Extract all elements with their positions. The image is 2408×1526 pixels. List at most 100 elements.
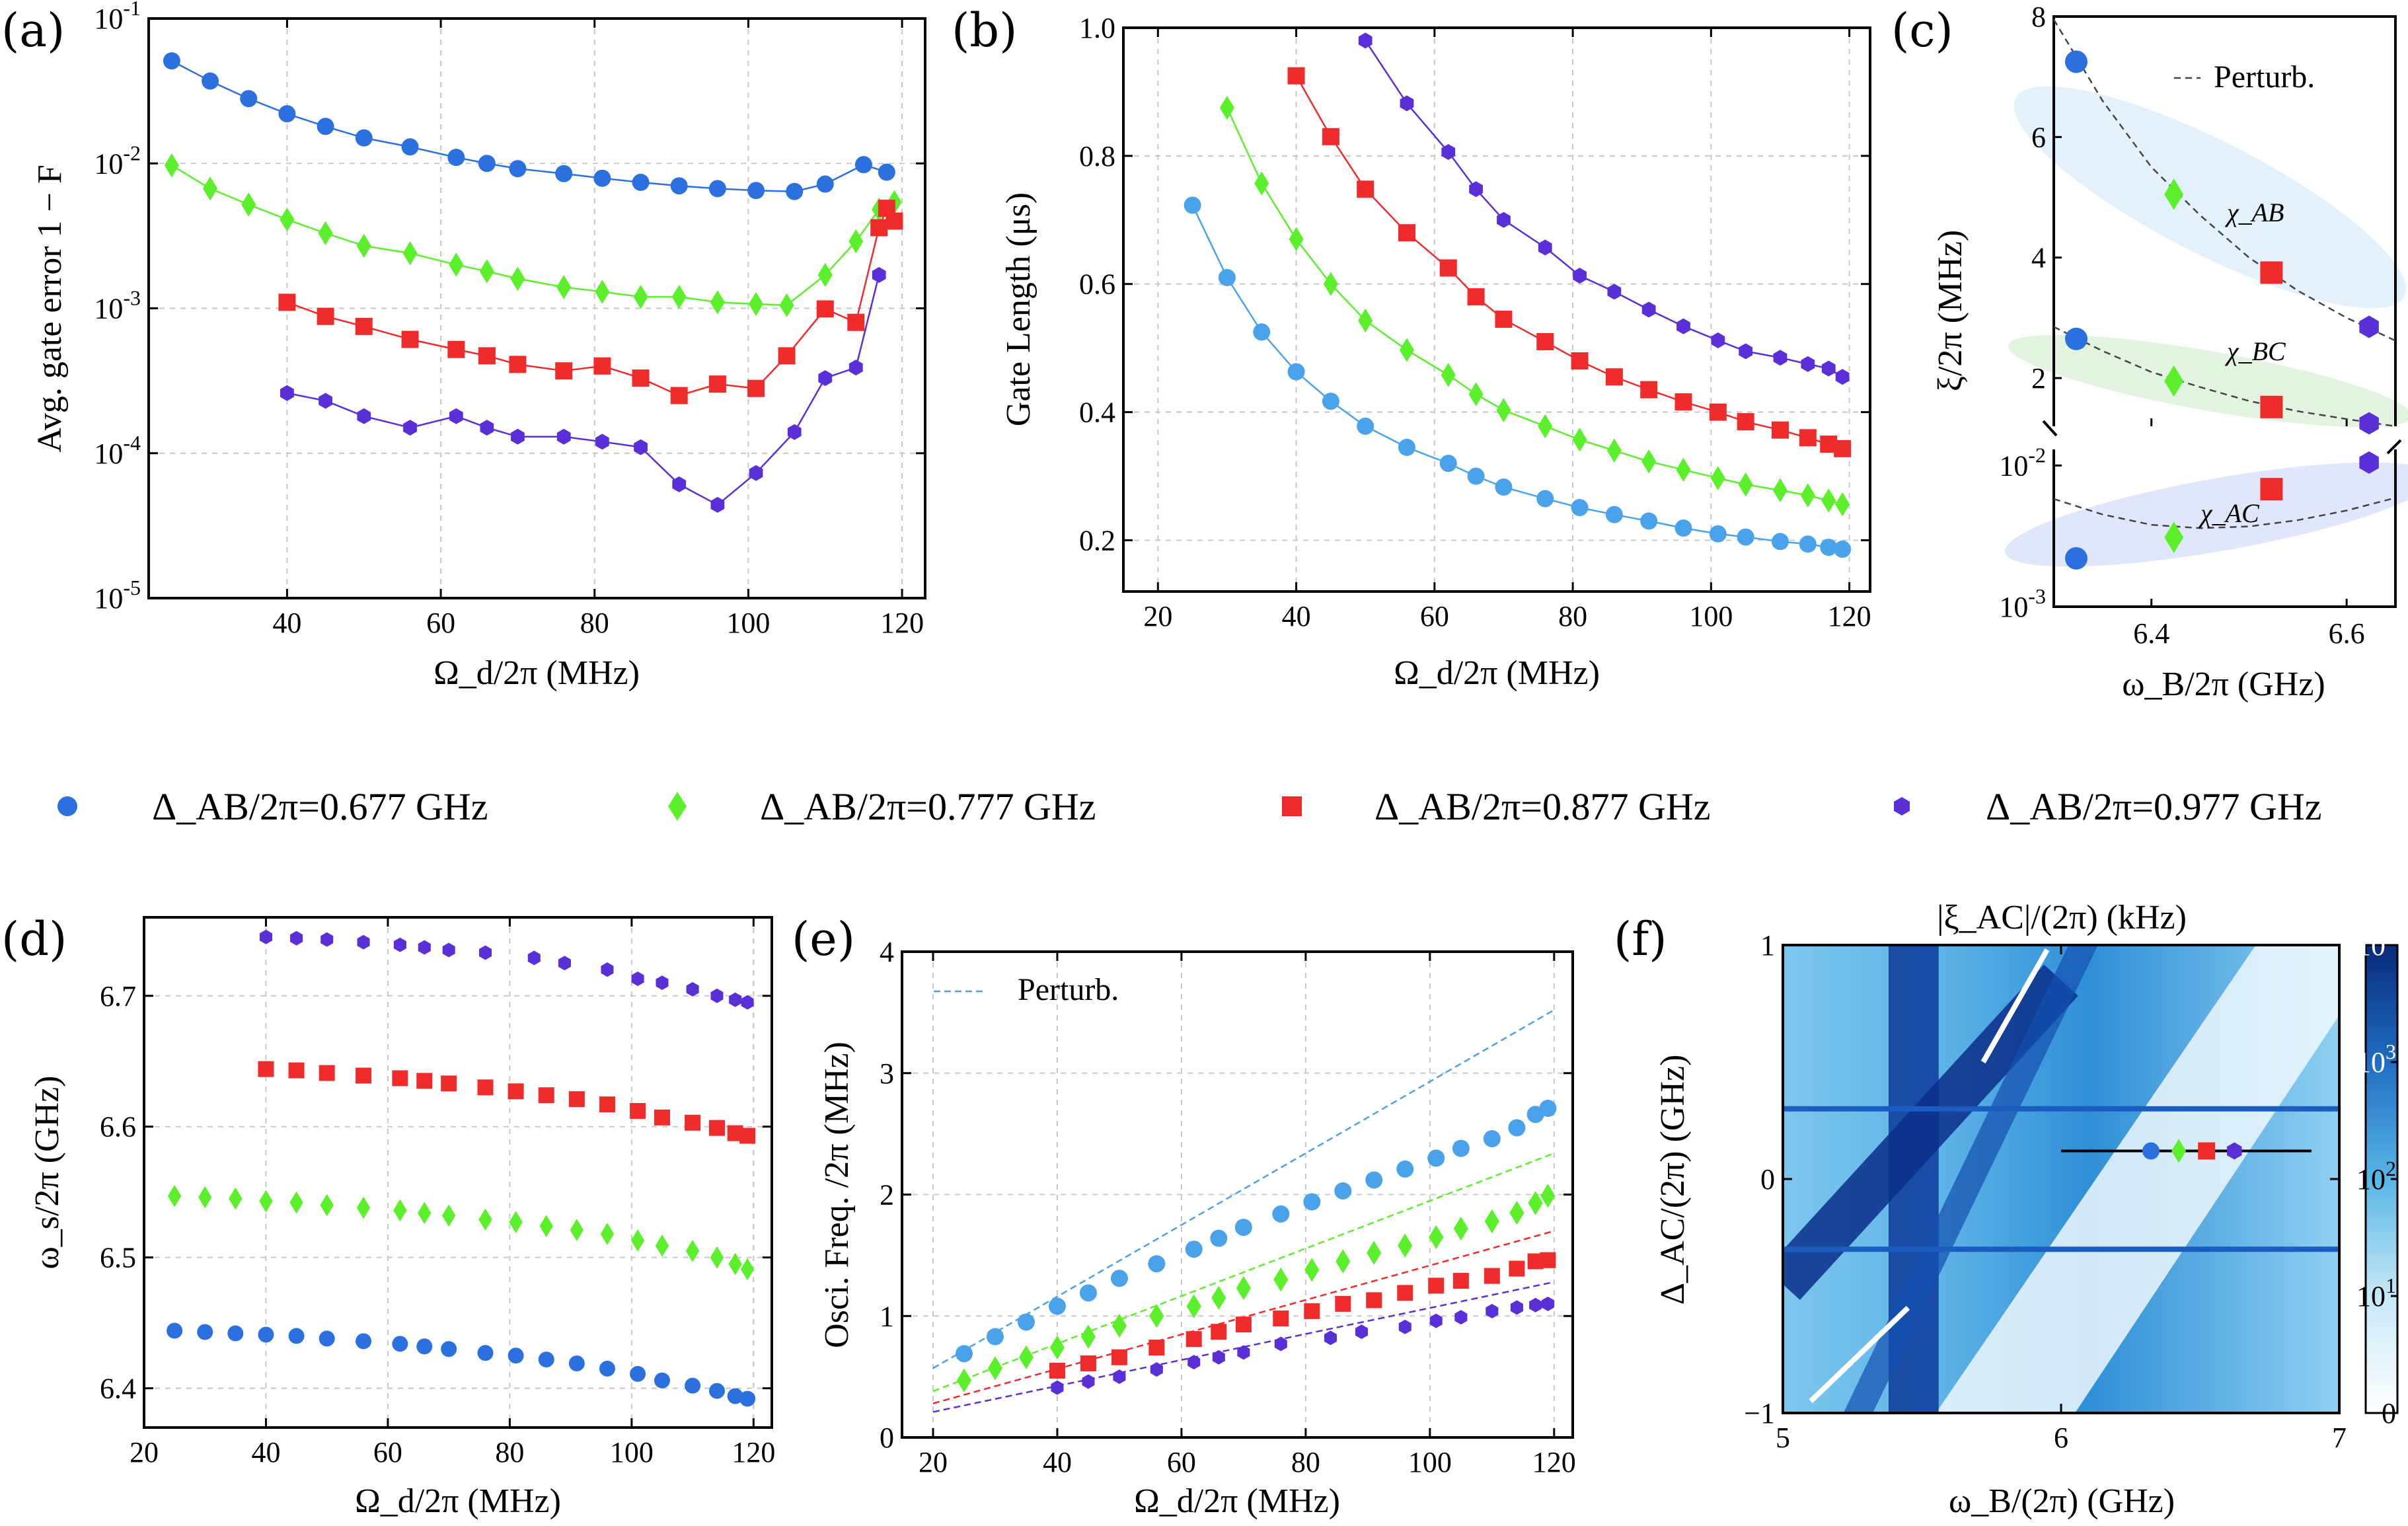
y-tick-label: 2	[2031, 362, 2046, 395]
series-0-977-GHz	[259, 929, 754, 1010]
data-point	[480, 420, 494, 436]
data-point	[1397, 1285, 1413, 1301]
data-point	[441, 1341, 457, 1357]
legend: Δ_AB/2π=0.677 GHz Δ_AB/2π=0.777 GHz Δ_AB…	[57, 785, 2322, 828]
data-point	[1323, 272, 1338, 296]
y-axis-label: Avg. gate error 1 − F	[31, 165, 69, 453]
y-tick-label: 10-5	[94, 576, 141, 615]
data-point	[2198, 1142, 2216, 1160]
series-0-877-GHz	[1287, 67, 1852, 457]
data-point	[1429, 1225, 1444, 1250]
data-point	[1396, 1160, 1414, 1178]
data-point	[848, 360, 863, 376]
x-tick-label: 80	[495, 1436, 524, 1469]
y-tick-label: 6.4	[100, 1373, 136, 1405]
data-point	[1273, 1267, 1289, 1292]
data-point	[630, 1102, 646, 1119]
data-point	[355, 129, 373, 147]
series-0-777-GHz	[164, 153, 902, 318]
x-tick-label: 6.4	[2133, 617, 2169, 650]
data-point	[1272, 1205, 1290, 1223]
data-point	[449, 252, 464, 277]
data-point	[278, 293, 296, 311]
data-point	[729, 992, 742, 1007]
data-point	[1150, 1362, 1163, 1377]
series-line	[171, 165, 895, 307]
data-point	[258, 1326, 274, 1343]
data-point	[355, 317, 373, 335]
panel-a: (a) 40 60 80 100 120 10-5 10-4 10-3 10-2 10-1 Avg. …	[1, 0, 926, 692]
series-0-877-GHz	[258, 1061, 756, 1144]
data-point	[1540, 1252, 1556, 1268]
data-point	[630, 1229, 645, 1252]
data-point	[509, 160, 527, 178]
data-point	[2227, 1142, 2242, 1160]
data-point	[1835, 492, 1850, 517]
data-point	[1771, 533, 1789, 551]
data-point	[885, 212, 903, 230]
data-point	[599, 1096, 615, 1113]
data-point	[1398, 224, 1415, 242]
data-point	[1018, 1345, 1034, 1369]
data-point	[1640, 381, 1658, 399]
data-point	[656, 975, 669, 990]
data-point	[1049, 1362, 1065, 1379]
data-point	[739, 1127, 756, 1144]
data-point	[317, 118, 334, 135]
data-point	[747, 182, 765, 200]
axis-break	[2386, 439, 2402, 455]
data-point	[1738, 472, 1753, 497]
data-point	[441, 1075, 457, 1092]
series-0-677-GHz	[163, 52, 895, 200]
data-point	[1111, 1349, 1127, 1365]
data-point	[710, 496, 725, 513]
series-line	[1365, 40, 1843, 378]
x-tick-label: 60	[1420, 600, 1449, 632]
annotation-chi-ac: χ_AC	[2198, 498, 2260, 528]
data-point	[1709, 525, 1727, 543]
data-point	[320, 932, 334, 947]
data-point	[1048, 1297, 1066, 1315]
data-point	[318, 221, 333, 246]
data-point	[1711, 332, 1725, 349]
data-point	[508, 1348, 524, 1364]
x-tick-label: 80	[1558, 600, 1587, 632]
data-point	[1336, 1249, 1351, 1274]
data-point	[259, 1190, 273, 1213]
chi-ab-band	[2013, 86, 2406, 309]
data-point	[986, 1328, 1004, 1346]
plot-frame	[1122, 26, 1871, 593]
data-point	[240, 90, 258, 108]
perturb-curve	[2052, 19, 2396, 342]
data-point	[401, 138, 419, 156]
data-point	[633, 284, 648, 309]
x-tick-label: 60	[1167, 1446, 1196, 1478]
data-point	[1366, 1292, 1382, 1309]
data-point	[654, 1109, 670, 1125]
data-point	[670, 387, 688, 404]
data-point	[1773, 350, 1787, 366]
data-point	[1234, 1219, 1252, 1237]
perturb-line	[932, 1009, 1555, 1369]
x-tick-label: 80	[1291, 1446, 1320, 1478]
data-point	[1469, 181, 1484, 198]
legend-label: Perturb.	[1018, 972, 1119, 1007]
data-point	[1219, 95, 1234, 120]
y-tick-label: 4	[2031, 242, 2046, 274]
data-point	[1399, 338, 1415, 362]
data-point	[558, 956, 571, 971]
data-point	[1211, 1285, 1226, 1310]
data-point	[741, 995, 754, 1010]
data-point	[556, 275, 572, 299]
data-point	[1538, 414, 1553, 439]
data-point	[1821, 360, 1836, 377]
y-tick-label: 6.5	[100, 1242, 136, 1274]
data-point	[1834, 439, 1852, 457]
data-point	[708, 1383, 725, 1399]
y-tick-label: 4	[880, 936, 894, 968]
data-point	[870, 219, 888, 237]
chi-bc-band	[2008, 334, 2408, 428]
legend-label: Δ_AB/2π=0.777 GHz	[760, 785, 1096, 828]
x-tick-label: 40	[272, 607, 301, 639]
data-point	[197, 1324, 213, 1340]
